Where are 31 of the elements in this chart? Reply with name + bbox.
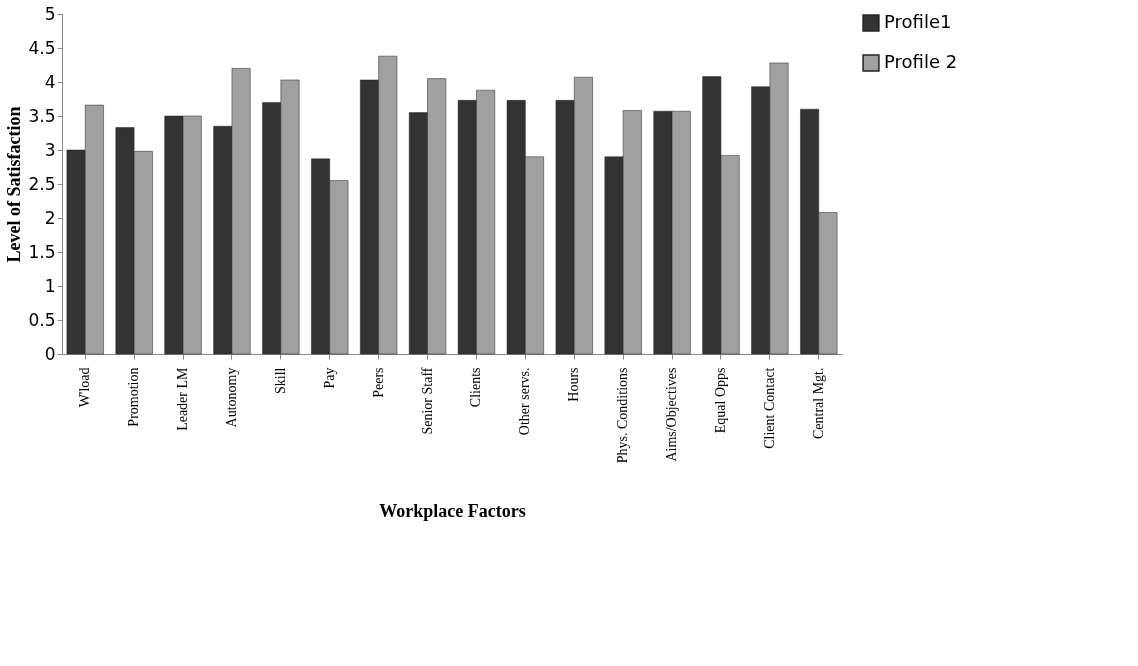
y-tick-label: 4 [44, 71, 56, 92]
x-tick-label: Client Contact [761, 367, 777, 449]
x-tick-label: Phys. Conditions [615, 367, 631, 464]
x-tick-label: Senior Staff [419, 367, 435, 435]
x-tick-label: Central Mgt. [810, 367, 826, 440]
x-tick-label: Leader LM [175, 366, 191, 431]
y-tick-label: 0.5 [28, 309, 56, 330]
y-tick-label: 2.5 [28, 173, 56, 194]
x-axis-title: Workplace Factors [379, 501, 526, 522]
y-tick-label: 5 [44, 3, 56, 24]
x-tick-label: Clients [468, 367, 484, 408]
y-tick-label: 3 [44, 139, 56, 160]
x-tick-label: Peers [370, 367, 386, 398]
y-tick-label: 0 [44, 343, 56, 364]
x-tick-label: Hours [566, 367, 582, 402]
legend-label: Profile1 [884, 11, 952, 32]
x-tick-label: Aims/Objectives [664, 367, 680, 462]
legend-label: Profile 2 [884, 51, 958, 72]
x-tick-label: Skill [272, 367, 288, 394]
y-tick-label: 2 [44, 207, 56, 228]
y-tick-label: 3.5 [28, 105, 56, 126]
y-tick-label: 1.5 [28, 241, 56, 262]
y-tick-label: 4.5 [28, 37, 56, 58]
x-tick-label: Autonomy [223, 367, 239, 428]
x-tick-label: Other servs. [517, 367, 533, 436]
x-tick-label: Equal Opps [712, 367, 728, 434]
x-tick-label: Pay [321, 367, 337, 389]
x-tick-label: Promotion [126, 367, 142, 427]
y-tick-label: 1 [44, 275, 56, 296]
x-tick-label: W'load [77, 367, 93, 408]
y-axis-title: Level of Satisfaction [4, 106, 25, 263]
